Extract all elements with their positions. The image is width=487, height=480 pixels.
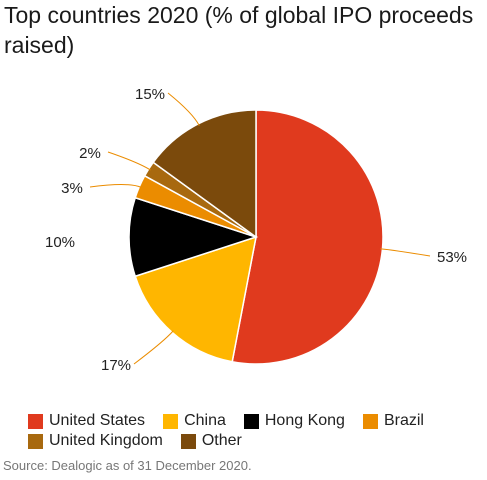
legend-swatch	[28, 413, 43, 429]
data-label: 17%	[101, 357, 131, 374]
legend-swatch	[243, 413, 259, 429]
legend-item: China	[163, 412, 226, 430]
legend-label: United Kingdom	[49, 432, 163, 449]
data-label: 53%	[437, 249, 467, 266]
legend-item: Hong Kong	[243, 412, 345, 430]
legend-label: United States	[49, 412, 146, 429]
legend-swatch	[163, 413, 179, 429]
source-note: Source: Dealogic as of 31 December 2020.	[3, 458, 252, 473]
legend-item: Other	[180, 432, 242, 450]
leader-line	[89, 183, 142, 188]
legend-swatch	[28, 433, 43, 449]
pie-chart: 53% 17% 10% 3% 2% 15%	[45, 86, 467, 374]
legend-label: China	[184, 412, 226, 429]
pie-slice-hong-kong	[128, 196, 259, 278]
legend-swatch	[362, 413, 378, 429]
legend-item: Brazil	[362, 412, 424, 430]
data-label: 10%	[45, 234, 75, 251]
legend-label: Other	[201, 432, 242, 449]
legend-label: Brazil	[383, 412, 424, 429]
leader-line	[167, 92, 200, 126]
data-label: 2%	[79, 145, 101, 162]
legend-item: United Kingdom	[28, 432, 163, 450]
chart-title: Top countries 2020 (% of global IPO proc…	[4, 2, 474, 58]
legend-swatch	[180, 433, 196, 449]
leader-line	[133, 330, 174, 365]
chart-legend: United States China Hong Kong Brazil United …	[28, 412, 483, 450]
leader-line	[107, 151, 151, 171]
leader-line	[380, 248, 431, 257]
legend-label: Hong Kong	[264, 412, 345, 429]
data-label: 3%	[61, 180, 83, 197]
legend-item: United States	[28, 412, 145, 430]
data-label: 15%	[135, 86, 165, 103]
